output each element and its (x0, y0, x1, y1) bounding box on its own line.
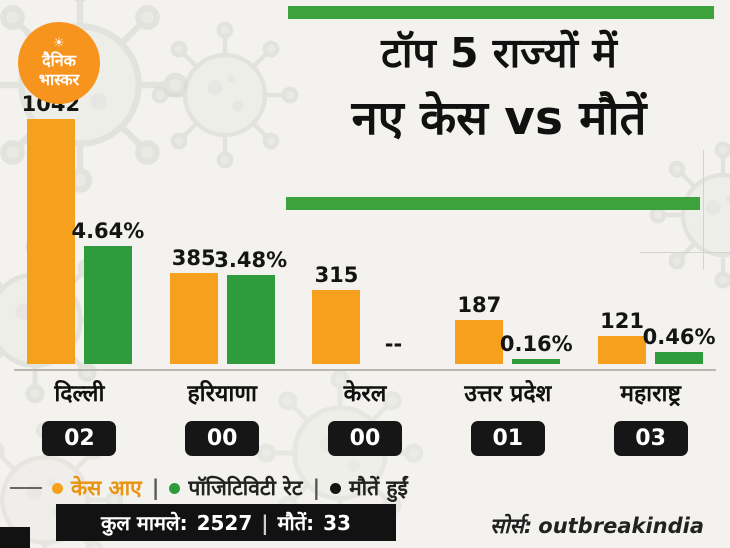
cases-bar-wrap: 385 (169, 246, 218, 364)
cases-bar (455, 319, 504, 364)
cases-bar-wrap: 1042 (22, 92, 80, 364)
legend-item: पॉजिटिविटी रेट (169, 474, 302, 502)
legend: केस आए | पॉजिटिविटी रेट | मौतें हुईं (10, 474, 408, 502)
total-cases-label: कुल मामले: (101, 511, 188, 535)
deaths-badge: 01 (470, 420, 545, 456)
source-value: outbreakindia (538, 514, 704, 538)
positivity-bar (655, 351, 704, 364)
positivity-bar (512, 358, 561, 364)
legend-label: पॉजिटिविटी रेट (188, 476, 303, 500)
total-deaths-value: 33 (323, 510, 351, 535)
deaths-badge: 00 (185, 420, 260, 456)
total-cases-value: 2527 (196, 510, 253, 535)
cases-bar (312, 289, 361, 364)
state-label: दिल्ली (54, 380, 105, 407)
title-line-2: नए केस vs मौतें (351, 91, 647, 147)
legend-separator: | (312, 476, 321, 500)
legend-tick-line (10, 487, 42, 489)
logo-line2: भास्कर (38, 70, 80, 89)
cases-bar (26, 118, 75, 364)
corner-accent (0, 527, 30, 548)
legend-label: केस आए (71, 476, 142, 500)
chart-column: 1042 4.64% दिल्ली 02 (8, 92, 151, 456)
cases-bar (169, 272, 218, 364)
cases-bar-wrap: 121 (598, 309, 647, 364)
cases-value-label: 315 (314, 262, 359, 287)
positivity-value-label: 3.48% (214, 247, 288, 272)
bar-pair: 1042 4.64% (22, 92, 144, 364)
positivity-value-label: -- (384, 331, 403, 356)
positivity-value-label: 0.46% (642, 324, 716, 349)
cases-bar (598, 335, 647, 364)
cases-value-label: 121 (600, 308, 644, 333)
bar-chart: 1042 4.64% दिल्ली 02 385 3.48% हरियाणा 00 315 -- क… (8, 92, 722, 456)
legend-dot (330, 482, 342, 494)
positivity-bar (226, 274, 275, 364)
title-line-1: टॉप 5 राज्यों में (381, 29, 617, 77)
title-top-rule (288, 6, 714, 19)
state-label: महाराष्ट्र (620, 380, 681, 407)
state-label: हरियाणा (187, 380, 257, 407)
legend-separator: | (151, 476, 160, 500)
positivity-bar-wrap: 3.48% (214, 248, 287, 364)
positivity-bar-wrap: 4.64% (71, 219, 144, 364)
deaths-badge: 03 (613, 420, 688, 456)
state-label: केरल (343, 380, 387, 407)
bar-pair: 187 0.16% (455, 100, 573, 364)
legend-items: केस आए | पॉजिटिविटी रेट | मौतें हुईं (52, 474, 408, 502)
title-bottom-rule (286, 197, 700, 210)
positivity-bar-wrap: 0.16% (500, 332, 573, 364)
sun-icon: ☀ (53, 35, 65, 51)
source-label: सोर्स: (490, 514, 533, 538)
source-credit: सोर्स: outbreakindia (490, 512, 704, 540)
chart-column: 121 0.46% महाराष्ट्र 03 (579, 100, 722, 456)
chart-column: 315 -- केरल 00 (294, 100, 437, 456)
legend-dot (52, 482, 63, 494)
positivity-value-label: 0.16% (499, 331, 573, 356)
cases-value-label: 385 (171, 245, 216, 270)
dainik-bhaskar-logo: ☀ दैनिक भास्कर (18, 22, 100, 104)
positivity-bar-wrap: -- (369, 332, 417, 364)
cases-bar-wrap: 315 (312, 263, 361, 364)
bar-pair: 385 3.48% (169, 100, 287, 364)
state-label: उत्तर प्रदेश (464, 380, 552, 407)
cases-value-label: 187 (457, 292, 502, 317)
positivity-bar-wrap: 0.46% (643, 325, 716, 364)
cases-bar-wrap: 187 (455, 293, 504, 364)
logo-line1: दैनिक (42, 50, 76, 70)
bar-pair: 121 0.46% (598, 100, 716, 364)
chart-column: 187 0.16% उत्तर प्रदेश 01 (436, 100, 579, 456)
legend-item: मौतें हुईं (330, 474, 408, 502)
chart-title: टॉप 5 राज्यों में नए केस vs मौतें (280, 28, 718, 148)
bar-pair: 315 -- (312, 100, 417, 364)
deaths-badge: 00 (327, 420, 402, 456)
positivity-value-label: 4.64% (71, 218, 145, 243)
positivity-bar (83, 245, 132, 364)
chart-column: 385 3.48% हरियाणा 00 (151, 100, 294, 456)
totals-separator: | (261, 510, 269, 535)
legend-dot (169, 482, 181, 494)
legend-item: केस आए (52, 474, 142, 502)
total-deaths-label: मौतें: (277, 511, 315, 535)
deaths-badge: 02 (42, 420, 117, 456)
legend-label: मौतें हुईं (349, 476, 408, 500)
totals-bar: कुल मामले: 2527 | मौतें: 33 (56, 504, 396, 541)
